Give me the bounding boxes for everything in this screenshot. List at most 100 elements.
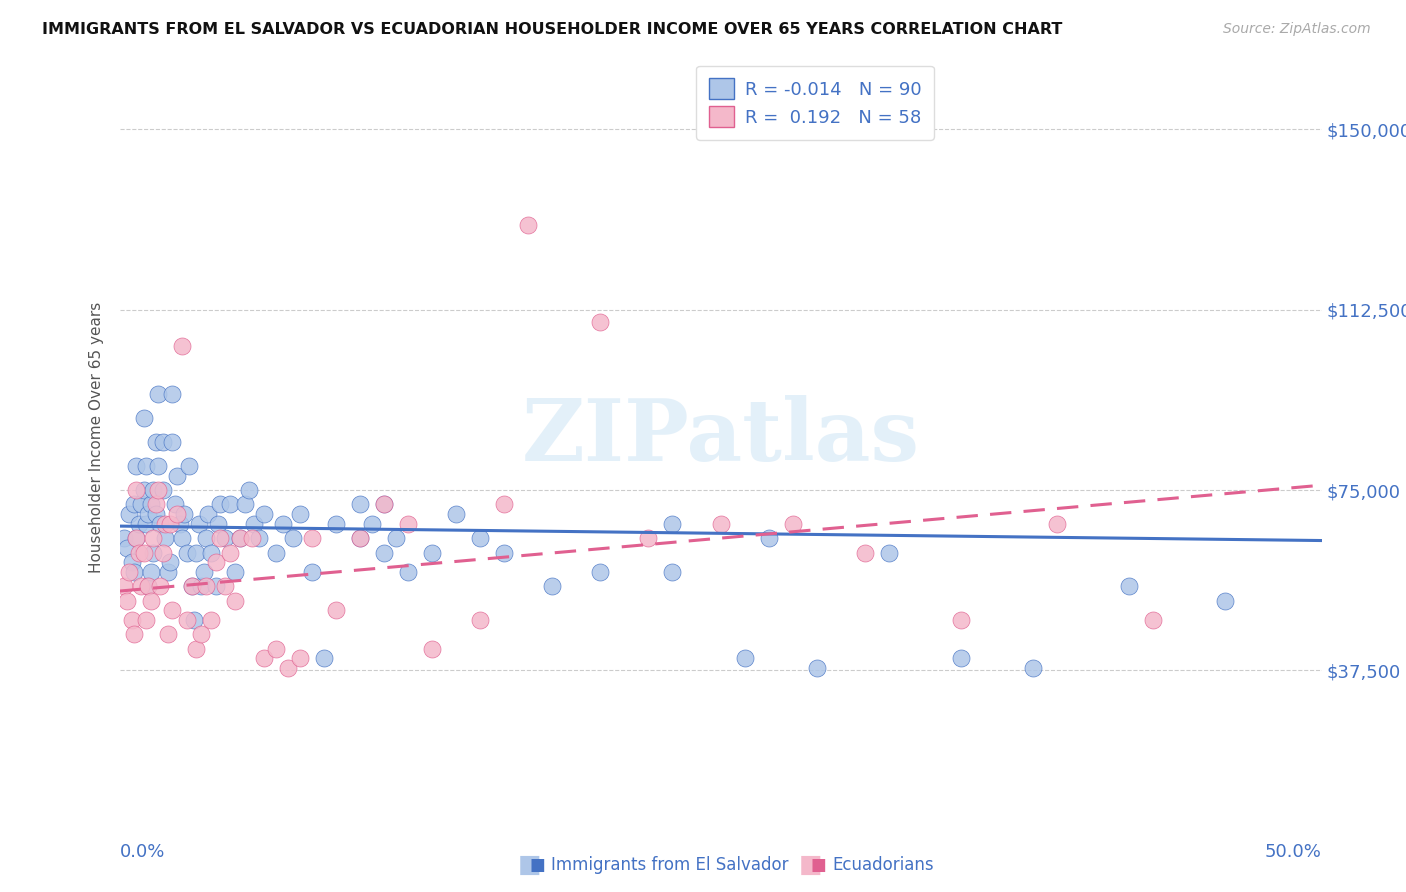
Point bbox=[214, 531, 236, 545]
Point bbox=[589, 315, 612, 329]
Point bbox=[190, 579, 212, 593]
Point bbox=[661, 565, 683, 579]
Point bbox=[228, 531, 252, 545]
Point bbox=[180, 579, 202, 593]
Point bbox=[169, 516, 191, 531]
Point bbox=[264, 641, 287, 656]
Point bbox=[228, 531, 252, 545]
Point bbox=[373, 498, 395, 512]
Point bbox=[142, 531, 165, 545]
Point bbox=[253, 507, 276, 521]
Point bbox=[209, 498, 232, 512]
Point bbox=[139, 593, 162, 607]
Point bbox=[156, 565, 179, 579]
Text: Source: ZipAtlas.com: Source: ZipAtlas.com bbox=[1223, 22, 1371, 37]
Point bbox=[637, 531, 659, 545]
Text: Ecuadorians: Ecuadorians bbox=[832, 856, 934, 874]
Point bbox=[709, 516, 731, 531]
Point bbox=[146, 386, 169, 401]
Point bbox=[224, 593, 246, 607]
Point bbox=[186, 545, 208, 559]
Point bbox=[125, 531, 148, 545]
Point bbox=[853, 545, 876, 559]
Text: Immigrants from El Salvador: Immigrants from El Salvador bbox=[551, 856, 789, 874]
Point bbox=[180, 579, 202, 593]
Point bbox=[238, 483, 260, 497]
Point bbox=[122, 498, 145, 512]
Point bbox=[1046, 516, 1069, 531]
Point bbox=[159, 555, 181, 569]
Point bbox=[806, 661, 828, 675]
Point bbox=[139, 498, 162, 512]
Point bbox=[162, 434, 184, 449]
Point bbox=[122, 627, 145, 641]
Point bbox=[589, 565, 612, 579]
Point bbox=[195, 579, 218, 593]
Point bbox=[281, 531, 304, 545]
Point bbox=[224, 565, 246, 579]
Point bbox=[142, 545, 165, 559]
Point bbox=[162, 603, 184, 617]
Point bbox=[200, 613, 222, 627]
Point bbox=[494, 498, 516, 512]
Point bbox=[541, 579, 564, 593]
Point bbox=[349, 498, 371, 512]
Point bbox=[949, 613, 972, 627]
Point bbox=[132, 483, 155, 497]
Point bbox=[159, 516, 181, 531]
Point bbox=[396, 565, 419, 579]
Point bbox=[349, 531, 371, 545]
Point bbox=[190, 627, 212, 641]
Point bbox=[301, 531, 323, 545]
Point bbox=[118, 565, 141, 579]
Point bbox=[176, 613, 198, 627]
Point bbox=[163, 498, 186, 512]
Point bbox=[1118, 579, 1140, 593]
Point bbox=[149, 579, 172, 593]
Point bbox=[361, 516, 384, 531]
Point bbox=[129, 498, 152, 512]
Text: ZIPatlas: ZIPatlas bbox=[522, 395, 920, 479]
Point bbox=[112, 579, 135, 593]
Point bbox=[758, 531, 780, 545]
Point bbox=[129, 579, 152, 593]
Point bbox=[219, 498, 242, 512]
Point bbox=[277, 661, 299, 675]
Point bbox=[219, 545, 242, 559]
Point bbox=[186, 641, 208, 656]
Point bbox=[166, 468, 188, 483]
Point bbox=[135, 458, 157, 473]
Text: 50.0%: 50.0% bbox=[1265, 843, 1322, 861]
Point bbox=[152, 545, 174, 559]
Point bbox=[149, 516, 172, 531]
Point bbox=[187, 516, 209, 531]
Point bbox=[125, 531, 148, 545]
Point bbox=[517, 219, 540, 233]
Point bbox=[121, 555, 143, 569]
Point bbox=[1215, 593, 1237, 607]
Point bbox=[132, 545, 155, 559]
Point bbox=[373, 498, 395, 512]
Point bbox=[156, 627, 179, 641]
Text: ■: ■ bbox=[811, 856, 827, 874]
Point bbox=[138, 507, 160, 521]
Point bbox=[176, 545, 198, 559]
Point bbox=[468, 531, 492, 545]
Point bbox=[138, 579, 160, 593]
Point bbox=[288, 651, 311, 665]
Point bbox=[253, 651, 276, 665]
Point bbox=[153, 516, 176, 531]
Point bbox=[115, 541, 138, 555]
Point bbox=[135, 613, 157, 627]
Point bbox=[152, 434, 174, 449]
Point bbox=[385, 531, 408, 545]
Point bbox=[877, 545, 900, 559]
Point bbox=[142, 483, 165, 497]
Point bbox=[195, 531, 218, 545]
Point bbox=[145, 434, 167, 449]
Point bbox=[264, 545, 287, 559]
Point bbox=[128, 516, 150, 531]
Point bbox=[325, 603, 347, 617]
Point bbox=[197, 507, 219, 521]
Point bbox=[162, 386, 184, 401]
